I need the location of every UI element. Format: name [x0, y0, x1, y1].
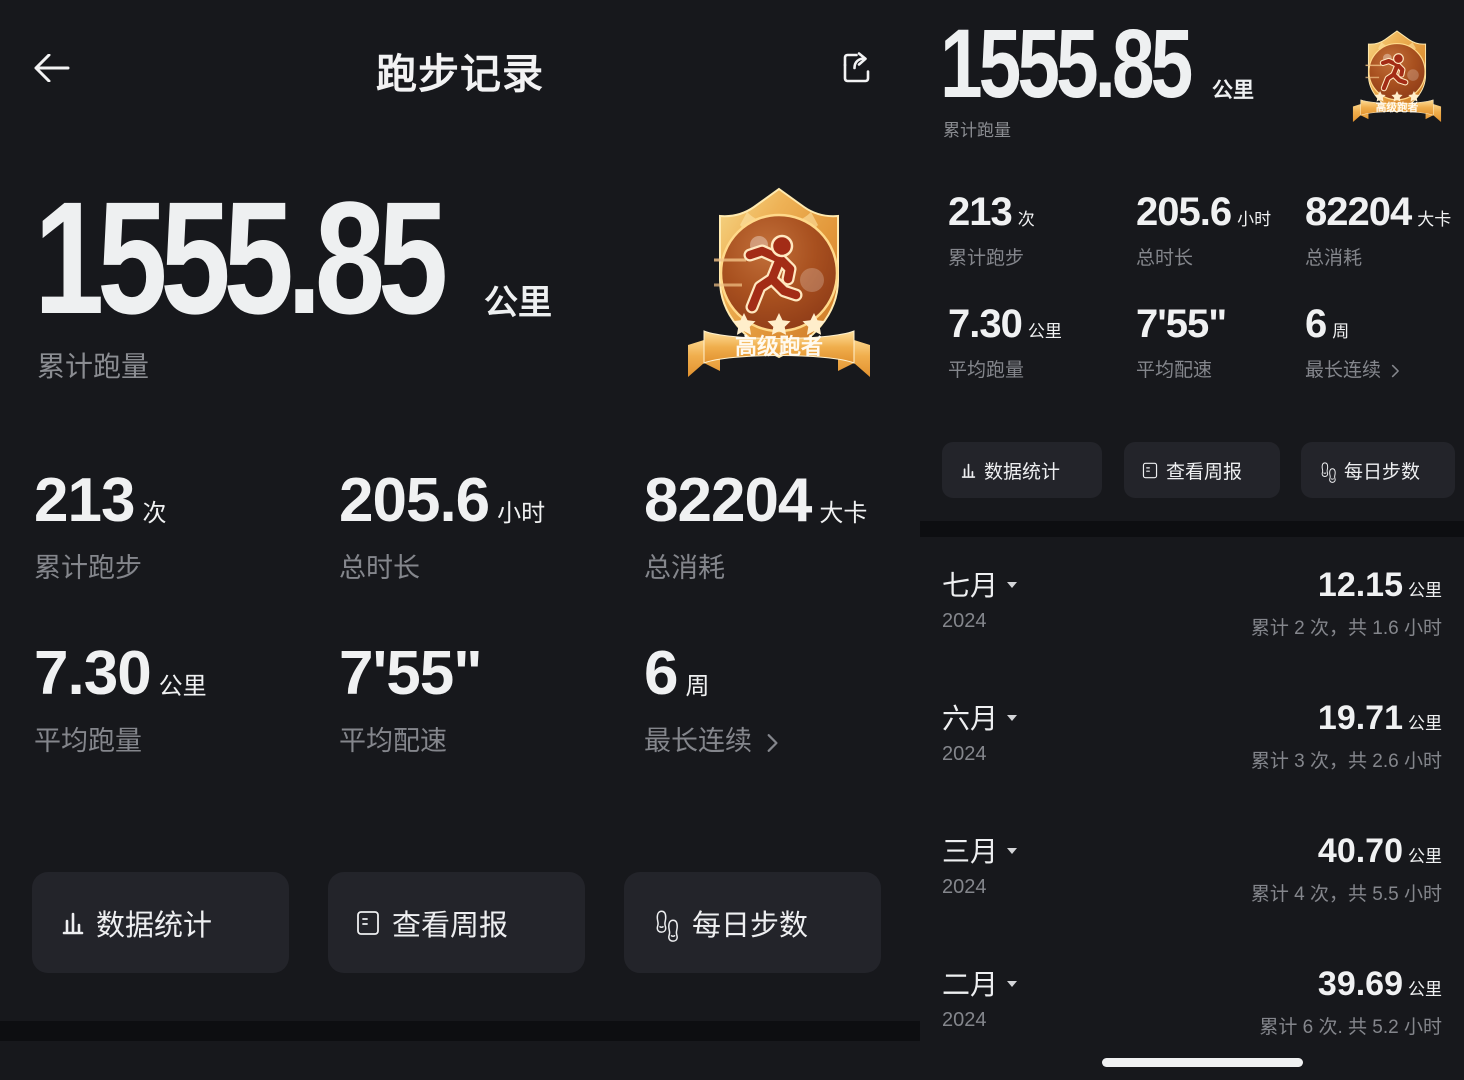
- svg-text:高级跑者: 高级跑者: [735, 334, 823, 359]
- svg-text:高级跑者: 高级跑者: [1376, 101, 1419, 114]
